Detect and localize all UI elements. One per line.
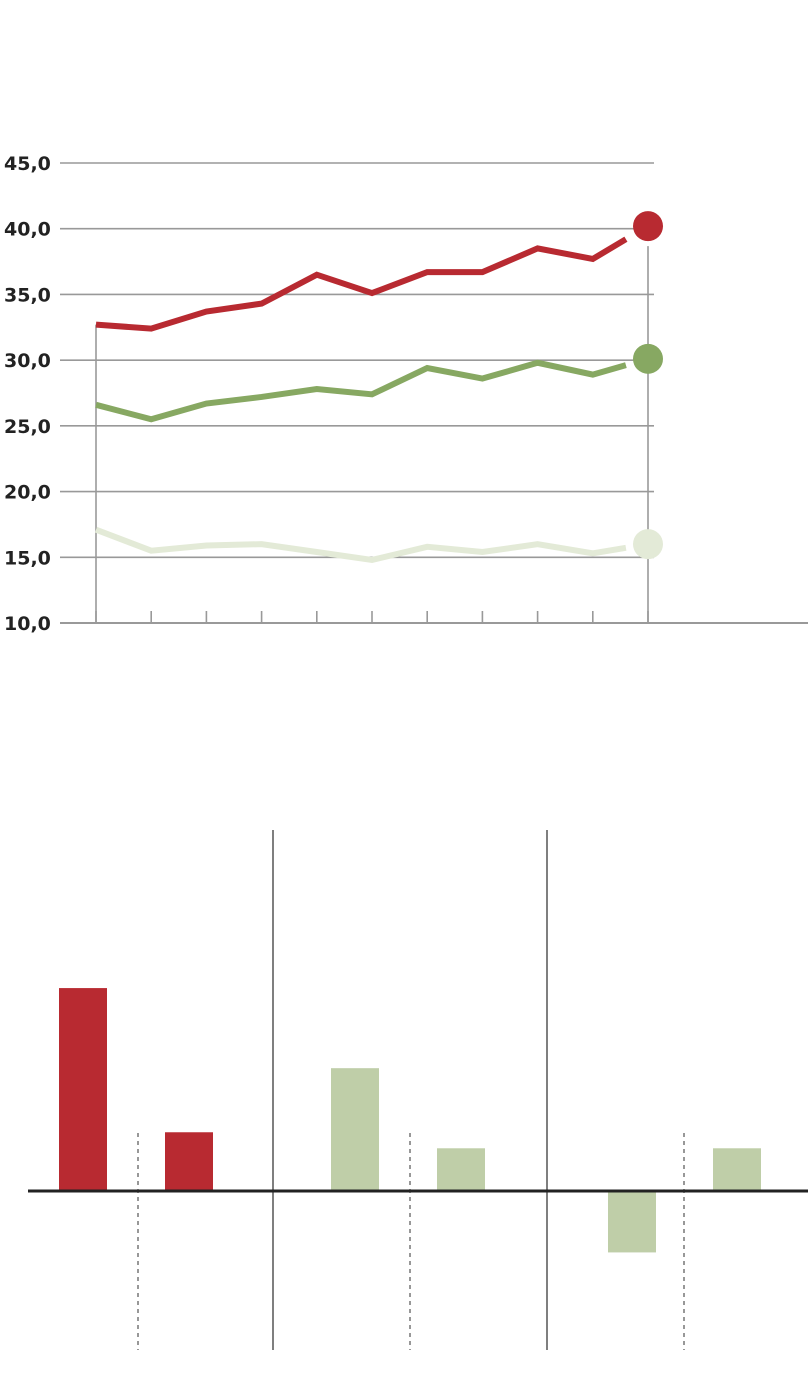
y-tick-label: 25,0 [4,416,51,438]
line-chart: 45,0 40,0 35,0 30,0 25,0 20,0 15,0 10,0 [4,153,808,635]
bar [713,1148,761,1191]
y-tick-label: 40,0 [4,219,51,241]
y-tick-label: 30,0 [4,350,51,372]
bar-chart-bars [59,988,761,1253]
series-red-end-marker [633,211,663,242]
bar [608,1191,656,1253]
bar-chart [28,830,808,1350]
series-green-end-marker [633,343,663,374]
y-tick-label: 45,0 [4,153,51,175]
bar [437,1148,485,1191]
bar [165,1132,213,1191]
y-tick-label: 35,0 [4,284,51,306]
bar [331,1068,379,1191]
line-chart-y-ticks: 45,0 40,0 35,0 30,0 25,0 20,0 15,0 10,0 [4,153,51,635]
y-tick-label: 15,0 [4,547,51,569]
series-pale-end-marker [633,529,663,560]
line-chart-series [94,211,663,563]
bar [59,988,107,1191]
y-tick-label: 10,0 [4,613,51,635]
series-green-line [95,359,627,423]
line-chart-x-axis [60,246,808,624]
series-pale-line [94,526,627,563]
bar-chart-dividers [137,830,685,1350]
series-red-line [95,236,628,332]
line-chart-grid [60,162,654,559]
y-tick-label: 20,0 [4,482,51,504]
